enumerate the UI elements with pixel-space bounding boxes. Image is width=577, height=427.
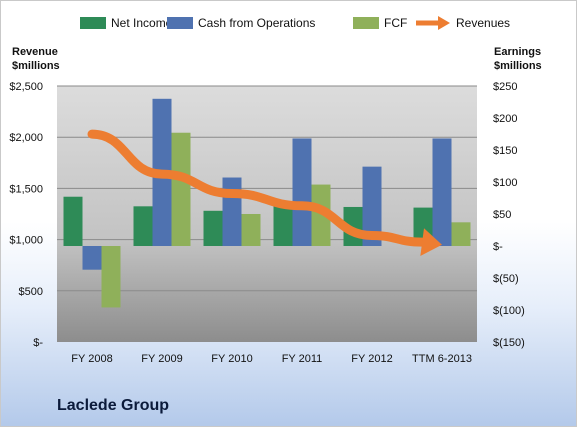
category-label: FY 2008 <box>71 353 112 365</box>
bar-fcf <box>241 214 261 246</box>
legend-swatch <box>80 17 106 29</box>
right-tick-label: $(150) <box>493 337 525 349</box>
bar-fcf <box>171 132 191 246</box>
bar-fcf <box>101 246 121 308</box>
bar-cash-from-operations <box>222 177 242 246</box>
revenue-line <box>87 129 442 256</box>
bar-net-income <box>203 210 223 246</box>
right-tick-label: $250 <box>493 81 517 93</box>
bar-fcf <box>451 222 471 246</box>
right-tick-label: $(100) <box>493 305 525 317</box>
plot-area <box>57 86 477 342</box>
company-name: Laclede Group <box>57 397 170 414</box>
category-label: FY 2009 <box>141 353 182 365</box>
right-tick-label: $(50) <box>493 273 519 285</box>
legend-label: Revenues <box>456 16 510 30</box>
right-tick-label: $200 <box>493 113 517 125</box>
bar-cash-from-operations <box>432 138 452 246</box>
left-tick-label: $1,500 <box>9 183 43 195</box>
legend-swatch <box>167 17 193 29</box>
bar-cash-from-operations <box>292 138 312 246</box>
bar-cash-from-operations <box>82 246 102 270</box>
bar-net-income <box>273 206 293 246</box>
bar-net-income <box>63 196 83 246</box>
category-label: FY 2012 <box>351 353 392 365</box>
legend-arrow-icon <box>438 16 450 30</box>
left-tick-label: $2,500 <box>9 81 43 93</box>
legend-swatch <box>353 17 379 29</box>
bar-fcf <box>311 184 331 246</box>
bar-cash-from-operations <box>362 166 382 246</box>
legend-label: Net Income <box>111 16 173 30</box>
category-label: FY 2010 <box>211 353 252 365</box>
revenue-line-path <box>87 129 427 247</box>
right-tick-label: $100 <box>493 177 517 189</box>
left-tick-label: $2,000 <box>9 132 43 144</box>
right-axis-title: Earnings $millions <box>494 46 542 72</box>
bar-net-income <box>133 206 153 246</box>
axes: $- $500 $1,000 $1,500 $2,000 $2,500 $(150) $(10… <box>9 46 541 365</box>
left-axis-title: Revenue $millions <box>12 46 60 72</box>
legend-label: Cash from Operations <box>198 16 315 30</box>
right-tick-label: $- <box>493 241 503 253</box>
revenue-arrow-head <box>420 228 442 256</box>
bar-series <box>63 98 471 308</box>
legend: Net Income Cash from Operations FCF Revenue… <box>80 16 510 30</box>
left-tick-label: $500 <box>19 286 43 298</box>
left-tick-label: $1,000 <box>9 235 43 247</box>
legend-label: FCF <box>384 16 407 30</box>
left-tick-label: $- <box>33 337 43 349</box>
category-label: FY 2011 <box>282 353 323 365</box>
category-label: TTM 6-2013 <box>412 353 472 365</box>
right-tick-label: $150 <box>493 145 517 157</box>
right-tick-label: $50 <box>493 209 511 221</box>
